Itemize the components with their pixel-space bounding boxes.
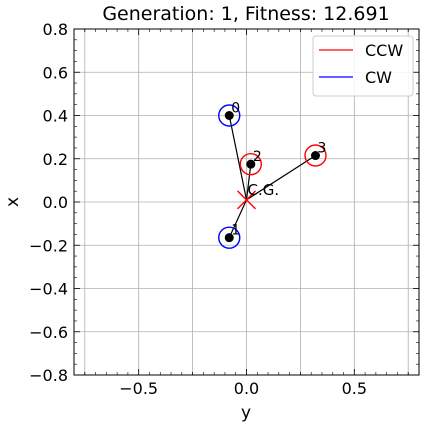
legend-ccw-label: CCW [365, 41, 403, 60]
rotor-arm [228, 115, 248, 200]
rotor-arms [228, 115, 316, 238]
rotor-circle [218, 226, 241, 249]
y-tick-label: −0.4 [29, 280, 68, 299]
legend-box [312, 35, 414, 97]
x-tick-label: −0.5 [119, 379, 158, 398]
rotor-markers: 0 1 2 3 [218, 101, 327, 249]
y-tick-label: 0.8 [43, 20, 68, 39]
y-tick-label: 0.2 [43, 150, 68, 169]
rotor-label: 1 [231, 223, 240, 239]
legend-cw-label: CW [365, 68, 392, 87]
rotor-arm [228, 199, 248, 238]
y-axis-label: x [3, 197, 23, 207]
rotor-arm [246, 155, 316, 201]
rotor-circle [304, 144, 327, 167]
cg-marker [237, 190, 256, 210]
cg-label: C.G. [248, 181, 280, 199]
rotor-circle [239, 152, 263, 176]
rotor-arm [245, 164, 252, 200]
rotor-point [311, 151, 320, 161]
x-tick-label: 0.5 [342, 379, 367, 398]
y-tick-label: 0.6 [43, 63, 68, 82]
rotor-label: 2 [253, 149, 262, 165]
rotor-point [246, 159, 256, 169]
chart-title: Generation: 1, Fitness: 12.691 [102, 3, 389, 25]
y-tick-label: −0.8 [29, 366, 68, 385]
y-tick-label: −0.6 [29, 323, 68, 342]
center-of-gravity: C.G. [237, 181, 280, 210]
y-tick-label: −0.2 [29, 236, 68, 255]
y-tick-label: 0.4 [43, 107, 68, 126]
rotor-circle [218, 104, 241, 127]
x-tick-label: 0.0 [234, 379, 259, 398]
y-tick-label: 0.0 [43, 193, 68, 212]
rotor-label: 3 [318, 141, 327, 157]
axis-ticks: −0.5 0.0 0.5 −0.8 −0.6 −0.4 −0.2 0.0 0.2 0.4 0.6 0.… [29, 20, 420, 398]
rotor-point [224, 233, 234, 243]
x-axis-label: y [241, 403, 251, 423]
rotor-point [224, 111, 234, 120]
legend: CCW CW [312, 35, 414, 97]
rotor-label: 0 [231, 101, 240, 117]
